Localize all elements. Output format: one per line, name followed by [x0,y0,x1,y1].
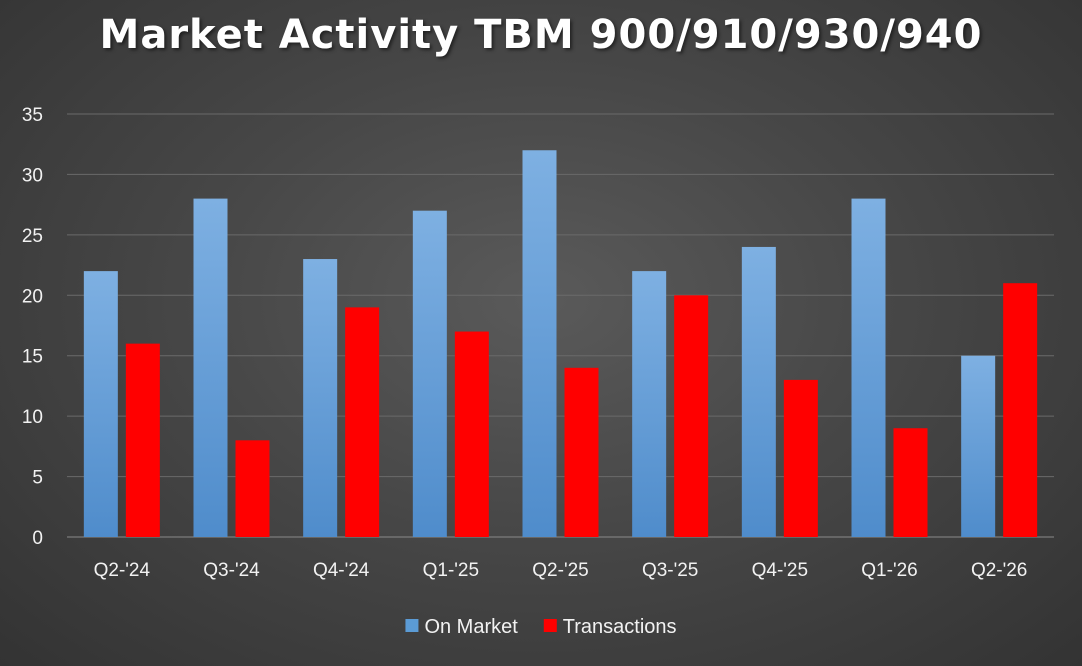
x-tick-label: Q1-'25 [423,560,479,581]
bar-on-market [83,271,118,537]
bar-on-market [961,355,996,537]
bar-transactions [564,367,599,537]
x-tick-label: Q2-'26 [971,560,1027,581]
bar-transactions [674,295,709,537]
x-tick-label: Q3-'25 [642,560,698,581]
x-tick-label: Q4-'24 [313,560,370,581]
bar-transactions [893,428,928,537]
bar-transactions [1003,283,1038,537]
bar-on-market [303,259,338,537]
x-tick-label: Q2-'25 [532,560,588,581]
x-tick-label: Q4-'25 [752,560,808,581]
bar-on-market [851,198,886,537]
bar-transactions [783,379,818,537]
bar-on-market [522,150,557,537]
legend-label: Transactions [563,616,677,638]
y-tick-label: 30 [22,165,43,186]
bar-transactions [345,307,380,537]
bar-on-market [741,246,776,537]
y-tick-label: 0 [32,528,43,549]
x-tick-label: Q3-'24 [203,560,260,581]
y-tick-label: 15 [22,347,43,368]
bar-transactions [125,343,160,537]
x-tick-label: Q2-'24 [94,560,151,581]
chart-title: Market Activity TBM 900/910/930/940 [99,12,983,58]
y-tick-label: 35 [22,105,43,126]
legend-swatch [405,619,419,632]
bar-on-market [632,271,667,537]
y-tick-label: 20 [22,286,43,307]
bar-on-market [193,198,228,537]
legend-swatch [543,619,557,632]
x-tick-label: Q1-'26 [861,560,917,581]
y-tick-label: 25 [22,226,43,247]
bar-transactions [454,331,489,537]
legend-label: On Market [424,616,518,638]
bar-on-market [412,210,447,537]
bar-transactions [235,440,270,537]
y-tick-label: 10 [22,407,43,428]
y-tick-label: 5 [32,468,43,489]
